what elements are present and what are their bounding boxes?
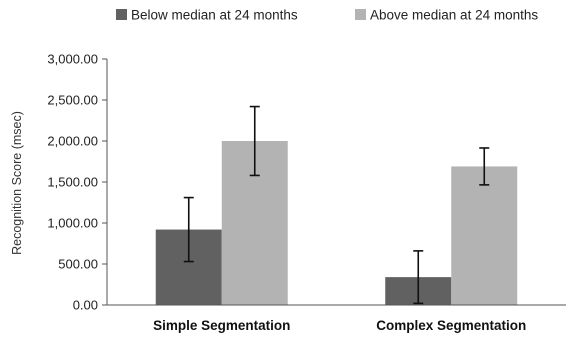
x-category-label: Simple Segmentation xyxy=(153,318,290,333)
y-axis: 0.00 500.00 1,000.00 1,500.00 2,000.00 2,500.… xyxy=(47,52,108,313)
bar xyxy=(451,166,518,305)
legend-label: Below median at 24 months xyxy=(131,8,298,23)
legend-swatch xyxy=(116,9,127,20)
y-tick-label: 1,000.00 xyxy=(47,216,98,231)
y-tick-label: 3,000.00 xyxy=(47,52,98,67)
legend-label: Above median at 24 months xyxy=(370,8,538,23)
y-tick-label: 500.00 xyxy=(58,257,98,272)
y-tick-label: 2,500.00 xyxy=(47,93,98,108)
y-axis-title: Recognition Score (msec) xyxy=(10,111,24,255)
y-tick-label: 2,000.00 xyxy=(47,134,98,149)
legend-swatch xyxy=(355,9,366,20)
x-axis: Simple Segmentation Complex Segmentation xyxy=(107,304,566,333)
error-bars xyxy=(183,105,490,305)
x-category-label: Complex Segmentation xyxy=(376,318,526,333)
bars xyxy=(155,141,518,305)
y-tick-label: 1,500.00 xyxy=(47,175,98,190)
legend: Below median at 24 months Above median at… xyxy=(116,8,538,23)
y-tick-label: 0.00 xyxy=(73,298,98,313)
